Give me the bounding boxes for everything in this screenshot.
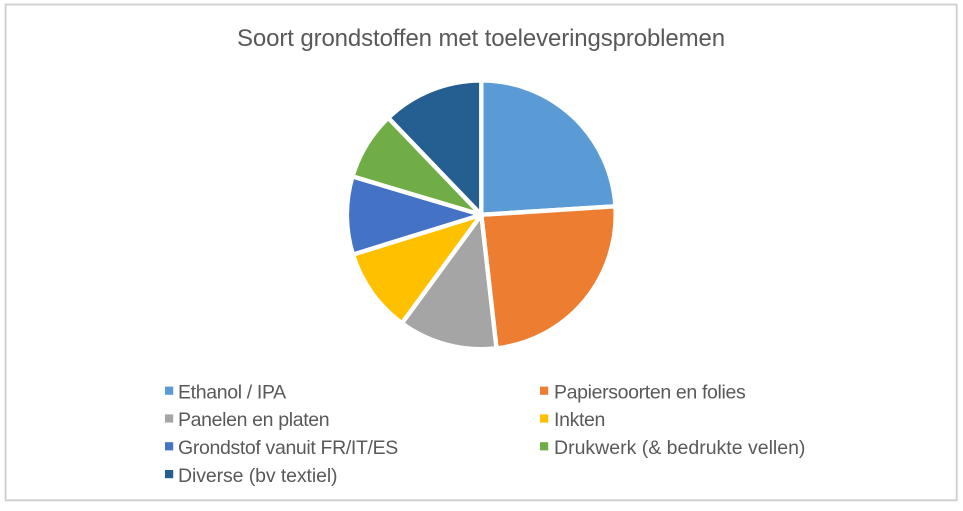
- svg-text:Ethanol / IPA: Ethanol / IPA: [178, 381, 286, 403]
- svg-text:Inkten: Inkten: [554, 409, 605, 431]
- svg-text:Grondstof vanuit FR/IT/ES: Grondstof vanuit FR/IT/ES: [178, 437, 398, 459]
- svg-text:Drukwerk (& bedrukte vellen): Drukwerk (& bedrukte vellen): [554, 437, 805, 459]
- svg-text:Papiersoorten en folies: Papiersoorten en folies: [554, 381, 746, 403]
- svg-text:Diverse (bv textiel): Diverse (bv textiel): [178, 465, 337, 487]
- svg-text:Soort grondstoffen met toeleve: Soort grondstoffen met toeleveringsprobl…: [237, 25, 725, 52]
- svg-text:Panelen en platen: Panelen en platen: [178, 409, 329, 431]
